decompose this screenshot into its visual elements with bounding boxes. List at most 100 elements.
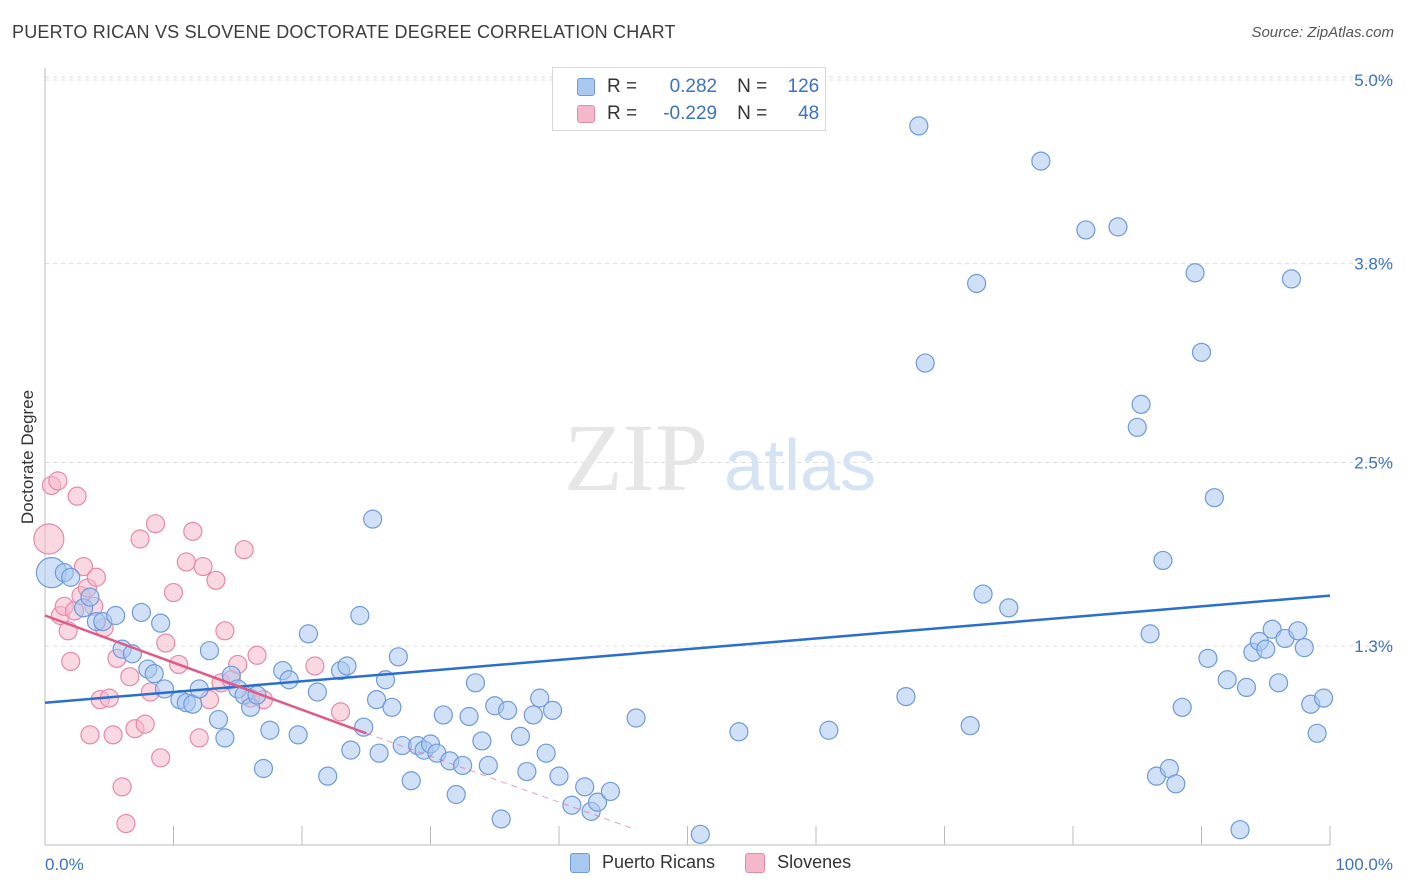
watermark-atlas: atlas (724, 426, 876, 506)
puerto-rican-point (363, 509, 383, 529)
legend-n-label: N = (737, 76, 768, 97)
puerto-rican-point (369, 743, 389, 763)
puerto-rican-point (542, 700, 563, 720)
puerto-rican-point (1153, 550, 1173, 571)
bottom-legend-label: Puerto Ricans (602, 852, 716, 872)
slovene-point (80, 725, 100, 745)
puerto-rican-point (510, 726, 531, 746)
slovene-point (156, 633, 176, 653)
puerto-rican-point (433, 705, 453, 725)
puerto-rican-point (1230, 820, 1250, 840)
puerto-rican-point (973, 584, 993, 604)
legend-r-label: R = (607, 76, 638, 97)
slovenes-trendline-extension (366, 732, 637, 831)
puerto-rican-point (1256, 639, 1276, 659)
puerto-rican-point (690, 824, 710, 844)
legend-r-value: 0.282 (669, 76, 718, 97)
puerto-rican-point (729, 722, 749, 742)
puerto-ricans-trendline (44, 594, 1331, 704)
x-tick-label: 100.0% (1335, 855, 1393, 874)
puerto-rican-point (915, 353, 935, 373)
source-label: Source: ZipAtlas.com (1251, 24, 1394, 41)
legend-r-value: -0.229 (663, 103, 718, 124)
puerto-rican-point (472, 731, 492, 751)
puerto-rican-point (1127, 417, 1147, 437)
slovene-point (215, 621, 235, 641)
puerto-rican-point (260, 720, 280, 740)
puerto-rican-point (967, 273, 987, 294)
puerto-rican-point (1236, 677, 1257, 698)
puerto-rican-point (199, 641, 220, 661)
puerto-rican-point (465, 673, 486, 693)
puerto-rican-point (318, 766, 338, 786)
puerto-rican-point (491, 809, 511, 829)
slovene-point (193, 556, 213, 577)
y-tick-label: 2.5% (1354, 454, 1393, 473)
puerto-rican-point (215, 728, 235, 748)
puerto-rican-point (1204, 488, 1224, 508)
slovene-point (73, 556, 94, 577)
puerto-rican-point (1166, 774, 1186, 794)
bottom-legend-label: Slovenes (777, 852, 852, 872)
slovene-point (145, 514, 166, 534)
slovene-point (189, 728, 209, 748)
slovene-point (86, 567, 107, 587)
slovene-point (67, 486, 87, 506)
puerto-rican-point (1307, 723, 1327, 743)
slovene-point (120, 667, 140, 687)
puerto-rican-point (61, 567, 81, 587)
puerto-rican-point (819, 720, 839, 740)
blue-swatch-icon (570, 852, 590, 873)
watermark: ZIP atlas (564, 404, 876, 511)
puerto-rican-point (1313, 688, 1334, 708)
puerto-rican-point (131, 602, 151, 623)
puerto-rican-point (208, 709, 229, 730)
tick-labels: 1.3% 2.5% 3.8% 5.0% 0.0% 100.0% (45, 71, 1393, 874)
puerto-rican-point (307, 682, 328, 702)
puerto-rican-point (1294, 638, 1314, 658)
puerto-rican-point (536, 743, 556, 763)
slovenes-trendline (44, 614, 367, 735)
puerto-rican-point (298, 624, 319, 644)
puerto-rican-point (253, 758, 274, 779)
puerto-rican-point (600, 781, 621, 802)
puerto-rican-point (144, 664, 164, 684)
legend-row-slovenes: R = -0.229 N = 48 (577, 102, 819, 126)
puerto-rican-point (106, 605, 126, 626)
puerto-rican-point (1131, 394, 1151, 414)
slovenes-points (33, 471, 351, 834)
slovene-point (61, 651, 81, 672)
slovene-point (206, 570, 226, 590)
puerto-rican-point (341, 740, 361, 760)
puerto-rican-point (1198, 648, 1218, 668)
puerto-rican-point (350, 605, 370, 626)
puerto-rican-point (366, 690, 387, 710)
watermark-zip: ZIP (564, 404, 708, 511)
puerto-rican-point (459, 706, 479, 727)
puerto-rican-point (401, 771, 421, 791)
puerto-rican-point (1268, 673, 1289, 693)
puerto-rican-point (549, 766, 569, 786)
slovene-point (33, 523, 65, 555)
slovene-point (305, 656, 325, 676)
slovene-point (176, 552, 196, 572)
puerto-rican-point (562, 795, 582, 815)
slovene-point (234, 540, 254, 560)
puerto-rican-point (1217, 670, 1237, 690)
puerto-rican-point (1031, 151, 1051, 171)
puerto-rican-point (279, 670, 299, 690)
puerto-rican-point (498, 700, 518, 720)
puerto-rican-point (626, 708, 646, 728)
puerto-rican-point (896, 686, 916, 707)
puerto-rican-point (446, 784, 466, 805)
puerto-rican-point (909, 116, 929, 136)
legend-n-value: 48 (798, 103, 820, 124)
slovene-point (247, 645, 267, 665)
grid-lines (45, 76, 1395, 647)
slovene-point (163, 582, 184, 603)
pink-swatch-icon (745, 852, 766, 873)
puerto-rican-point (288, 725, 308, 745)
puerto-rican-point (478, 755, 498, 776)
slovene-point (130, 529, 150, 549)
